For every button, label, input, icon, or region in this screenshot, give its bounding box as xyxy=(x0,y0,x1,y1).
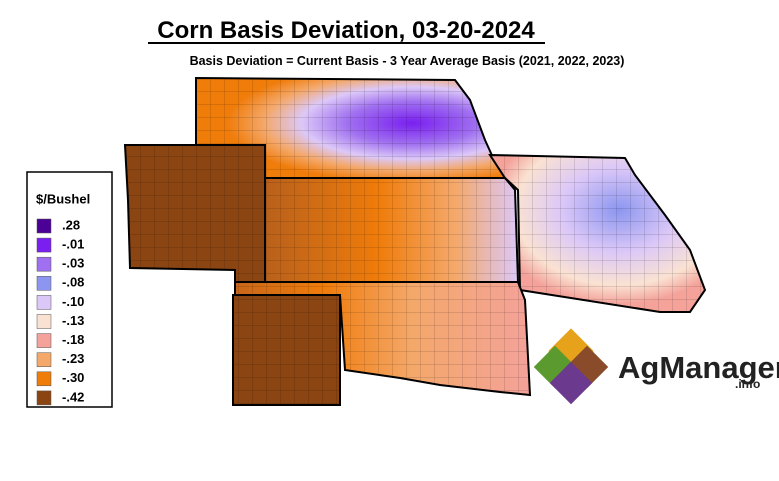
county-lines xyxy=(125,78,705,405)
legend: $/Bushel .28 -.01 -.03 -.08 -.10 -.13 -.18 -.23… xyxy=(26,171,113,408)
subtitle: Basis Deviation = Current Basis - 3 Year… xyxy=(190,54,625,68)
legend-title: $/Bushel xyxy=(36,191,90,206)
legend-swatch xyxy=(36,295,52,310)
legend-swatch xyxy=(36,276,52,291)
legend-swatch xyxy=(36,352,52,367)
legend-swatch xyxy=(36,218,52,234)
legend-swatch xyxy=(36,390,52,406)
legend-label: -.30 xyxy=(62,370,84,385)
legend-label: -.42 xyxy=(62,389,84,404)
legend-swatch xyxy=(36,256,52,272)
legend-label: -.13 xyxy=(62,313,84,328)
logo-suffix: .info xyxy=(735,377,760,391)
legend-label: -.08 xyxy=(62,275,84,290)
legend-label: -.23 xyxy=(62,351,84,366)
legend-label: .28 xyxy=(62,217,80,232)
legend-swatch xyxy=(36,371,52,387)
legend-label: -.03 xyxy=(62,256,84,271)
legend-swatch xyxy=(36,314,52,329)
title: Corn Basis Deviation, 03-20-2024 xyxy=(157,17,535,44)
logo: AgManager .info xyxy=(533,328,779,405)
legend-label: -.10 xyxy=(62,294,84,309)
legend-label: -.01 xyxy=(62,237,84,252)
legend-label: -.18 xyxy=(62,332,84,347)
legend-swatch xyxy=(36,237,52,253)
map xyxy=(123,76,707,406)
logo-name: AgManager xyxy=(618,350,779,385)
legend-swatch xyxy=(36,333,52,348)
